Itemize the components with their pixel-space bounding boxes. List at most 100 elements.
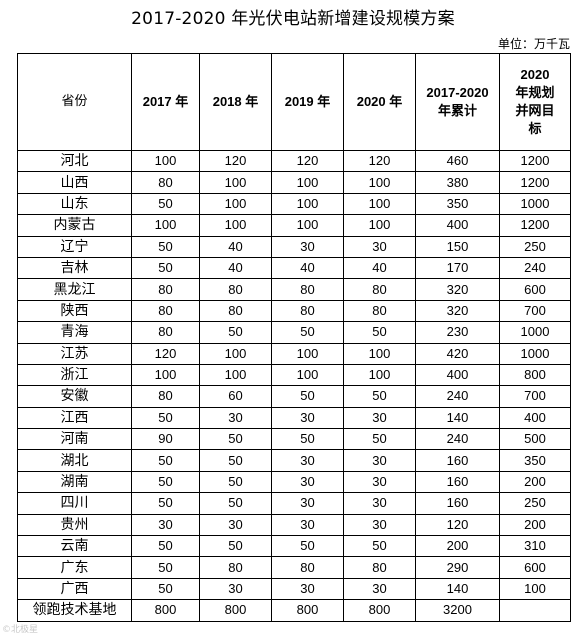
- value-2018-cell: 60: [199, 385, 272, 408]
- page-title: 2017-2020 年光伏电站新增建设规模方案: [131, 9, 455, 29]
- value-2020-cell: 100: [343, 363, 416, 387]
- value-total-cell: 140: [415, 577, 500, 601]
- value-2018-cell: 80: [199, 299, 272, 323]
- value-2018-cell: 100: [199, 363, 272, 387]
- value-2018-cell: 100: [199, 342, 272, 365]
- value-2017-cell: 50: [131, 192, 200, 216]
- value-2019-cell: 30: [271, 492, 344, 515]
- value-2019-cell: 30: [271, 235, 344, 258]
- value-2020-cell: 30: [343, 470, 416, 494]
- province-cell: 湖南: [17, 470, 132, 494]
- value-target-cell: 1200: [499, 214, 571, 237]
- value-2019-cell: 100: [271, 363, 344, 387]
- value-2018-cell: 40: [199, 235, 272, 258]
- value-2020-cell: 50: [343, 535, 416, 558]
- value-total-cell: 170: [415, 256, 500, 280]
- province-cell: 广西: [17, 577, 132, 601]
- province-cell: 辽宁: [17, 235, 132, 258]
- value-target-cell: 250: [499, 235, 571, 258]
- value-2019-cell: 50: [271, 385, 344, 408]
- value-2018-cell: 800: [199, 599, 272, 622]
- value-2018-cell: 100: [199, 192, 272, 216]
- province-cell: 山东: [17, 192, 132, 216]
- value-2017-cell: 50: [131, 470, 200, 494]
- data-table: 省份 2017 年 2018 年 2019 年 2020 年 2017-2020…: [17, 53, 571, 622]
- province-cell: 领跑技术基地: [17, 599, 132, 622]
- value-2020-cell: 30: [343, 577, 416, 601]
- province-cell: 河北: [17, 149, 132, 173]
- value-2020-cell: 80: [343, 299, 416, 323]
- value-2020-cell: 100: [343, 214, 416, 237]
- value-2017-cell: 90: [131, 428, 200, 451]
- value-2019-cell: 50: [271, 428, 344, 451]
- value-2020-cell: 50: [343, 385, 416, 408]
- value-2017-cell: 50: [131, 449, 200, 472]
- value-total-cell: 420: [415, 342, 500, 365]
- table-row: 广西 50 30 30 30 140 100: [17, 577, 571, 601]
- province-cell: 广东: [17, 556, 132, 579]
- value-total-cell: 230: [415, 321, 500, 344]
- table-row: 四川 50 50 30 30 160 250: [17, 492, 571, 515]
- table-row: 河南 90 50 50 50 240 500: [17, 428, 571, 451]
- value-2020-cell: 80: [343, 556, 416, 579]
- table-row: 山东 50 100 100 100 350 1000: [17, 192, 571, 216]
- table-row: 江西 50 30 30 30 140 400: [17, 406, 571, 430]
- value-2017-cell: 50: [131, 535, 200, 558]
- value-2019-cell: 30: [271, 406, 344, 430]
- value-2019-cell: 30: [271, 449, 344, 472]
- value-2017-cell: 80: [131, 299, 200, 323]
- value-2018-cell: 80: [199, 278, 272, 301]
- table-row: 安徽 80 60 50 50 240 700: [17, 385, 571, 408]
- header-2020: 2020 年: [343, 53, 416, 151]
- value-2019-cell: 80: [271, 299, 344, 323]
- value-total-cell: 350: [415, 192, 500, 216]
- value-target-cell: 800: [499, 363, 571, 387]
- province-cell: 湖北: [17, 449, 132, 472]
- value-2019-cell: 80: [271, 556, 344, 579]
- value-2018-cell: 100: [199, 214, 272, 237]
- value-target-cell: 200: [499, 513, 571, 537]
- value-target-cell: 1000: [499, 321, 571, 344]
- header-province: 省份: [17, 53, 132, 151]
- value-2017-cell: 80: [131, 171, 200, 194]
- province-cell: 山西: [17, 171, 132, 194]
- value-total-cell: 120: [415, 513, 500, 537]
- province-cell: 贵州: [17, 513, 132, 537]
- table-body: 河北 100 120 120 120 460 1200 山西 80 100 100 100 380 120…: [17, 149, 571, 622]
- value-2018-cell: 50: [199, 470, 272, 494]
- value-2017-cell: 50: [131, 556, 200, 579]
- value-total-cell: 160: [415, 449, 500, 472]
- value-2019-cell: 40: [271, 256, 344, 280]
- value-total-cell: 380: [415, 171, 500, 194]
- value-2019-cell: 30: [271, 577, 344, 601]
- value-2017-cell: 800: [131, 599, 200, 622]
- province-cell: 四川: [17, 492, 132, 515]
- value-2017-cell: 30: [131, 513, 200, 537]
- value-2017-cell: 100: [131, 363, 200, 387]
- table-row: 吉林 50 40 40 40 170 240: [17, 256, 571, 280]
- value-target-cell: [499, 599, 571, 622]
- value-2020-cell: 30: [343, 449, 416, 472]
- value-target-cell: 250: [499, 492, 571, 515]
- value-2019-cell: 100: [271, 171, 344, 194]
- value-2017-cell: 80: [131, 321, 200, 344]
- value-2019-cell: 50: [271, 321, 344, 344]
- value-2018-cell: 50: [199, 535, 272, 558]
- value-target-cell: 1200: [499, 171, 571, 194]
- table-row: 湖南 50 50 30 30 160 200: [17, 470, 571, 494]
- value-total-cell: 320: [415, 299, 500, 323]
- value-total-cell: 160: [415, 492, 500, 515]
- value-total-cell: 400: [415, 363, 500, 387]
- value-2020-cell: 80: [343, 278, 416, 301]
- value-2017-cell: 80: [131, 385, 200, 408]
- value-2020-cell: 30: [343, 235, 416, 258]
- value-total-cell: 150: [415, 235, 500, 258]
- value-2020-cell: 50: [343, 321, 416, 344]
- value-2020-cell: 800: [343, 599, 416, 622]
- province-cell: 黑龙江: [17, 278, 132, 301]
- province-cell: 江西: [17, 406, 132, 430]
- value-target-cell: 500: [499, 428, 571, 451]
- value-2019-cell: 100: [271, 214, 344, 237]
- value-total-cell: 140: [415, 406, 500, 430]
- header-2018: 2018 年: [199, 53, 272, 151]
